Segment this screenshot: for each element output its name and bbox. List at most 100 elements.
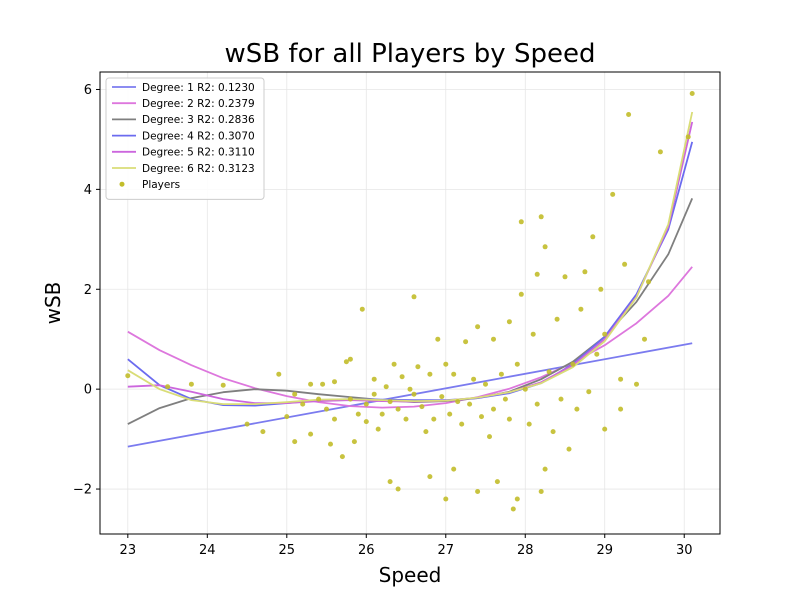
x-tick-label: 24 (199, 543, 216, 558)
player-point (642, 336, 647, 342)
player-point (475, 324, 481, 330)
player-point (351, 439, 357, 445)
player-point (403, 416, 409, 422)
player-point (526, 421, 532, 427)
fit-lines (127, 111, 694, 448)
player-point (427, 474, 433, 480)
player-point (487, 434, 492, 440)
player-point (379, 411, 385, 417)
player-point (371, 391, 377, 397)
player-point (514, 496, 520, 502)
player-point (339, 454, 345, 460)
player-point (498, 371, 504, 377)
player-point (514, 361, 520, 367)
player-point (483, 381, 488, 387)
player-points (125, 91, 695, 512)
player-point (538, 214, 544, 220)
y-tick-label: −2 (73, 483, 92, 498)
player-point (260, 429, 266, 435)
player-point (566, 446, 572, 452)
x-tick-label: 26 (358, 543, 375, 558)
player-point (570, 361, 576, 367)
player-point (626, 112, 632, 117)
player-point (502, 396, 508, 402)
player-point (491, 336, 496, 342)
player-point (284, 414, 290, 420)
player-point (522, 386, 528, 392)
player-point (407, 386, 413, 392)
player-point (602, 426, 608, 432)
player-point (510, 506, 516, 512)
player-point (479, 414, 484, 420)
player-point (618, 376, 624, 382)
legend-point-swatch (119, 181, 125, 187)
plot-frame (99, 71, 721, 535)
player-point (411, 391, 417, 397)
y-tick-label: 2 (84, 283, 92, 298)
legend-label: Degree: 6 R2: 0.3123 (142, 163, 255, 175)
legend: Degree: 1 R2: 0.1230 Degree: 2 R2: 0.2379… (105, 77, 265, 200)
player-point (363, 419, 369, 425)
legend-label: Degree: 3 R2: 0.2836 (142, 114, 255, 126)
player-point (578, 306, 584, 312)
player-point (395, 486, 401, 492)
player-point (387, 479, 393, 485)
player-point (610, 191, 616, 197)
player-point (451, 466, 457, 472)
player-point (328, 441, 333, 447)
player-point (387, 399, 393, 405)
player-point (427, 371, 433, 377)
player-point (300, 401, 306, 407)
x-tick-label: 30 (676, 543, 693, 558)
player-point (443, 496, 449, 502)
y-axis-label: wSB (41, 282, 65, 325)
player-point (363, 401, 369, 407)
legend-label: Degree: 2 R2: 0.2379 (142, 98, 255, 110)
player-point (530, 331, 536, 337)
legend-label: Degree: 4 R2: 0.3070 (142, 130, 255, 142)
player-point (455, 399, 461, 405)
player-point (463, 339, 469, 345)
player-point (475, 489, 481, 494)
player-point (646, 279, 651, 285)
player-point (316, 396, 322, 402)
player-point (558, 396, 564, 402)
player-point (419, 404, 425, 410)
fit-line-degree-1 (127, 266, 693, 409)
player-point (467, 401, 473, 407)
player-point (447, 411, 453, 417)
player-point (657, 149, 663, 155)
player-point (375, 426, 381, 432)
player-point (538, 489, 544, 494)
player-point (451, 371, 457, 377)
player-point (618, 406, 624, 412)
chart-title: wSB for all Players by Speed (225, 39, 596, 69)
player-point (506, 319, 512, 325)
player-point (582, 269, 588, 275)
x-tick-label: 29 (596, 543, 613, 558)
player-point (586, 389, 592, 395)
player-point (165, 384, 171, 390)
player-point (550, 429, 556, 435)
player-point (590, 234, 596, 240)
player-point (308, 381, 314, 387)
player-point (574, 406, 580, 412)
player-point (542, 244, 548, 250)
player-point (685, 134, 691, 140)
player-point (347, 356, 353, 362)
player-point (471, 376, 477, 382)
player-point (395, 406, 401, 412)
player-point (546, 369, 552, 375)
player-point (343, 359, 349, 365)
fit-line-degree-5 (127, 111, 694, 405)
player-point (518, 219, 524, 225)
player-point (355, 411, 361, 417)
player-point (602, 331, 608, 337)
player-point (518, 291, 524, 297)
x-tick-label: 28 (517, 543, 534, 558)
player-point (459, 421, 465, 427)
y-tick-label: 4 (84, 183, 92, 198)
fit-line-degree-0 (127, 342, 693, 448)
